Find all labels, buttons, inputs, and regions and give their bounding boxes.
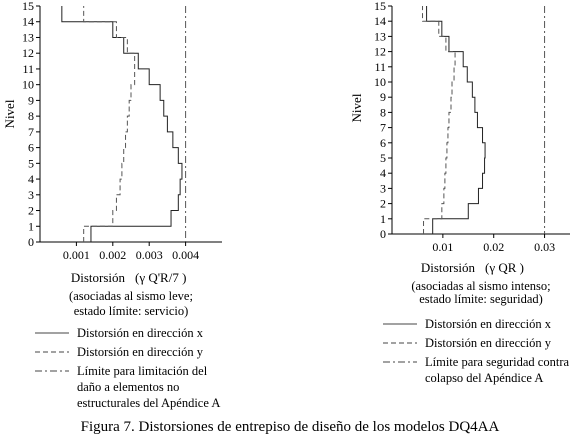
y-tick-label: 8 <box>28 109 34 123</box>
x-axis-factor: (γ Q'R/7 ) <box>135 270 186 285</box>
x-axis-title: Distorsión <box>421 260 476 275</box>
legend-label: Límite para limitación del daño a elemen… <box>77 364 221 410</box>
y-tick-label: 1 <box>380 212 386 226</box>
y-tick-label: 6 <box>28 141 34 155</box>
legend-left: Distorsión en dirección x Distorsión en d… <box>35 325 220 414</box>
x-tick-label: 0.002 <box>99 248 126 262</box>
legend-swatch <box>383 361 417 363</box>
y-tick-label: 10 <box>22 78 34 92</box>
y-tick-label: 0 <box>28 235 34 249</box>
y-tick-label: 15 <box>374 0 386 13</box>
y-tick-label: 8 <box>380 105 386 119</box>
legend-swatch <box>35 370 69 372</box>
x-axis-title: Distorsión <box>71 270 126 285</box>
legend-item: Distorsión en dirección y <box>383 335 569 351</box>
chart-note-line1: (asociadas al sismo leve; <box>69 289 193 303</box>
legend-label: Distorsión en dirección y <box>425 336 552 350</box>
y-tick-label: 10 <box>374 75 386 89</box>
legend-item: Distorsión en dirección y <box>35 344 220 360</box>
legend-swatch <box>383 342 417 344</box>
y-tick-label: 11 <box>22 62 34 76</box>
x-axis-factor: (γ QR ) <box>485 260 524 275</box>
y-tick-label: 9 <box>380 90 386 104</box>
legend-right: Distorsión en dirección x Distorsión en d… <box>383 316 569 389</box>
x-tick-label: 0.004 <box>172 248 199 262</box>
y-tick-label: 13 <box>22 30 34 44</box>
y-tick-label: 5 <box>28 156 34 170</box>
x-tick-label: 0.03 <box>534 240 555 254</box>
x-tick-label: 0.001 <box>63 248 90 262</box>
y-tick-label: 4 <box>28 172 34 186</box>
series-x-line <box>426 6 486 234</box>
x-tick-label: 0.02 <box>483 240 504 254</box>
y-tick-label: 6 <box>380 136 386 150</box>
chart-note-line2: estado límite: seguridad) <box>419 292 543 306</box>
y-axis-title: Nivel <box>2 99 17 128</box>
legend-label: Distorsión en dirección y <box>77 345 204 359</box>
legend-swatch <box>35 351 69 353</box>
legend-swatch <box>35 332 69 334</box>
series-x-line <box>61 6 183 242</box>
y-tick-label: 3 <box>28 188 34 202</box>
legend-item: Límite para seguridad contra colapso del… <box>383 354 569 386</box>
series-y-line <box>83 6 136 242</box>
x-tick-label: 0.01 <box>432 240 453 254</box>
y-tick-label: 2 <box>380 197 386 211</box>
y-tick-label: 14 <box>374 14 386 28</box>
legend-swatch <box>383 323 417 325</box>
y-tick-label: 7 <box>28 125 34 139</box>
legend-label: Distorsión en dirección x <box>77 326 204 340</box>
legend-item: Límite para limitación del daño a elemen… <box>35 363 220 411</box>
y-tick-label: 14 <box>22 15 34 29</box>
y-tick-label: 3 <box>380 181 386 195</box>
y-tick-label: 12 <box>22 46 34 60</box>
x-tick-label: 0.003 <box>136 248 163 262</box>
legend-label: Límite para seguridad contra colapso del… <box>425 355 570 385</box>
y-tick-label: 7 <box>380 121 386 135</box>
chart-note-line2: estado límite: servicio) <box>74 304 189 318</box>
legend-item: Distorsión en dirección x <box>383 316 569 332</box>
chart-note-line1: (asociadas al sismo intenso; <box>411 279 550 293</box>
figure-caption: Figura 7. Distorsiones de entrepiso de d… <box>80 419 500 435</box>
y-tick-label: 9 <box>28 93 34 107</box>
y-tick-label: 2 <box>28 204 34 218</box>
y-tick-label: 4 <box>380 166 386 180</box>
y-axis-title: Nivel <box>349 93 364 122</box>
y-tick-label: 0 <box>380 227 386 241</box>
y-tick-label: 5 <box>380 151 386 165</box>
y-tick-label: 11 <box>374 60 386 74</box>
legend-item: Distorsión en dirección x <box>35 325 220 341</box>
legend-label: Distorsión en dirección x <box>425 317 552 331</box>
y-tick-label: 13 <box>374 29 386 43</box>
y-tick-label: 12 <box>374 45 386 59</box>
y-tick-label: 15 <box>22 0 34 13</box>
y-tick-label: 1 <box>28 219 34 233</box>
series-y-line <box>422 6 456 234</box>
